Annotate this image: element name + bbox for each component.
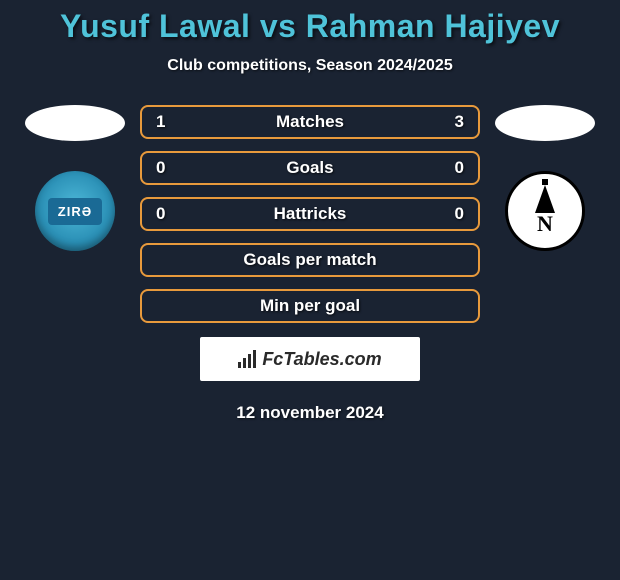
chart-bars-icon <box>238 350 256 368</box>
stats-column: 1 Matches 3 0 Goals 0 0 Hattricks 0 Goal… <box>140 105 480 323</box>
stat-left-value: 0 <box>156 204 176 224</box>
brand-text: FcTables.com <box>262 349 381 370</box>
comparison-card: Yusuf Lawal vs Rahman Hajiyev Club compe… <box>0 0 620 423</box>
club-right-inner: N <box>535 185 555 237</box>
stat-label: Goals <box>286 158 333 178</box>
stat-row-matches: 1 Matches 3 <box>140 105 480 139</box>
date-text: 12 november 2024 <box>0 403 620 423</box>
club-badge-right: N <box>505 171 585 251</box>
right-column: N <box>495 105 595 251</box>
stat-right-value: 0 <box>444 158 464 178</box>
club-name-left: ZIRƏ <box>48 198 102 225</box>
content-row: ZIRƏ 1 Matches 3 0 Goals 0 0 Hattricks 0… <box>0 105 620 323</box>
stat-label: Matches <box>276 112 344 132</box>
stat-row-mpg: Min per goal <box>140 289 480 323</box>
stat-label: Hattricks <box>274 204 347 224</box>
club-letter-right: N <box>537 211 553 237</box>
stat-right-value: 0 <box>444 204 464 224</box>
stat-label: Goals per match <box>243 250 376 270</box>
page-title: Yusuf Lawal vs Rahman Hajiyev <box>0 8 620 45</box>
stat-row-hattricks: 0 Hattricks 0 <box>140 197 480 231</box>
stat-label: Min per goal <box>260 296 360 316</box>
club-badge-left: ZIRƏ <box>35 171 115 251</box>
stat-right-value: 3 <box>444 112 464 132</box>
oil-tower-icon <box>535 185 555 213</box>
stat-left-value: 1 <box>156 112 176 132</box>
subtitle: Club competitions, Season 2024/2025 <box>0 57 620 75</box>
brand-box[interactable]: FcTables.com <box>200 337 420 381</box>
player-avatar-right <box>495 105 595 141</box>
stat-row-gpm: Goals per match <box>140 243 480 277</box>
stat-left-value: 0 <box>156 158 176 178</box>
left-column: ZIRƏ <box>25 105 125 251</box>
stat-row-goals: 0 Goals 0 <box>140 151 480 185</box>
player-avatar-left <box>25 105 125 141</box>
